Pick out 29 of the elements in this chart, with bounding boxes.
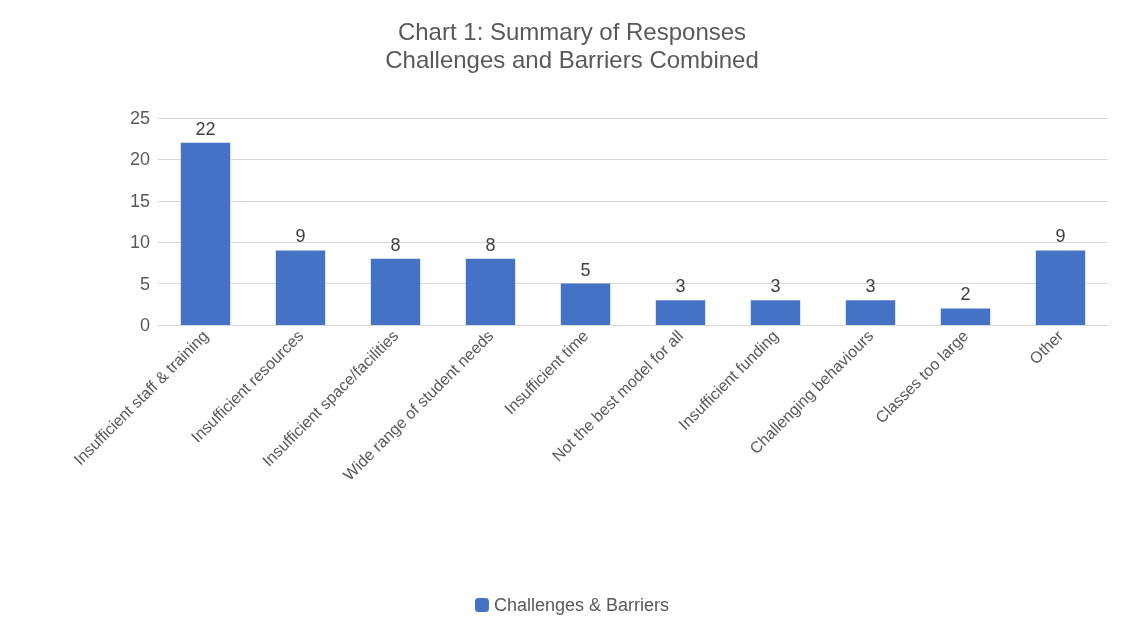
y-tick-label: 25 <box>129 108 150 128</box>
data-label: 22 <box>195 118 216 139</box>
chart-subtitle: Challenges and Barriers Combined <box>385 45 759 73</box>
bar <box>370 258 421 325</box>
data-label: 9 <box>1055 226 1066 247</box>
data-label: 9 <box>295 226 306 247</box>
bar <box>465 258 516 325</box>
data-label: 8 <box>485 234 496 255</box>
data-label: 5 <box>580 259 591 280</box>
data-label: 3 <box>770 276 781 297</box>
data-label: 8 <box>390 234 401 255</box>
data-label: 3 <box>865 276 876 297</box>
legend-label: Challenges & Barriers <box>493 595 670 615</box>
bar <box>275 250 326 325</box>
y-tick-label: 15 <box>129 190 150 211</box>
chart-title: Chart 1: Summary of Responses <box>397 17 747 45</box>
y-tick-label: 20 <box>129 149 150 170</box>
bar <box>655 300 706 325</box>
y-tick-label: 10 <box>129 232 150 253</box>
bar <box>180 142 231 325</box>
data-label: 2 <box>960 284 971 305</box>
bar <box>845 300 896 325</box>
bar <box>750 300 801 325</box>
y-tick-label: 5 <box>139 273 150 294</box>
y-tick-label: 0 <box>139 315 150 335</box>
bar <box>940 308 991 325</box>
bar <box>560 283 611 325</box>
bar <box>1035 250 1086 325</box>
data-label: 3 <box>675 276 686 297</box>
